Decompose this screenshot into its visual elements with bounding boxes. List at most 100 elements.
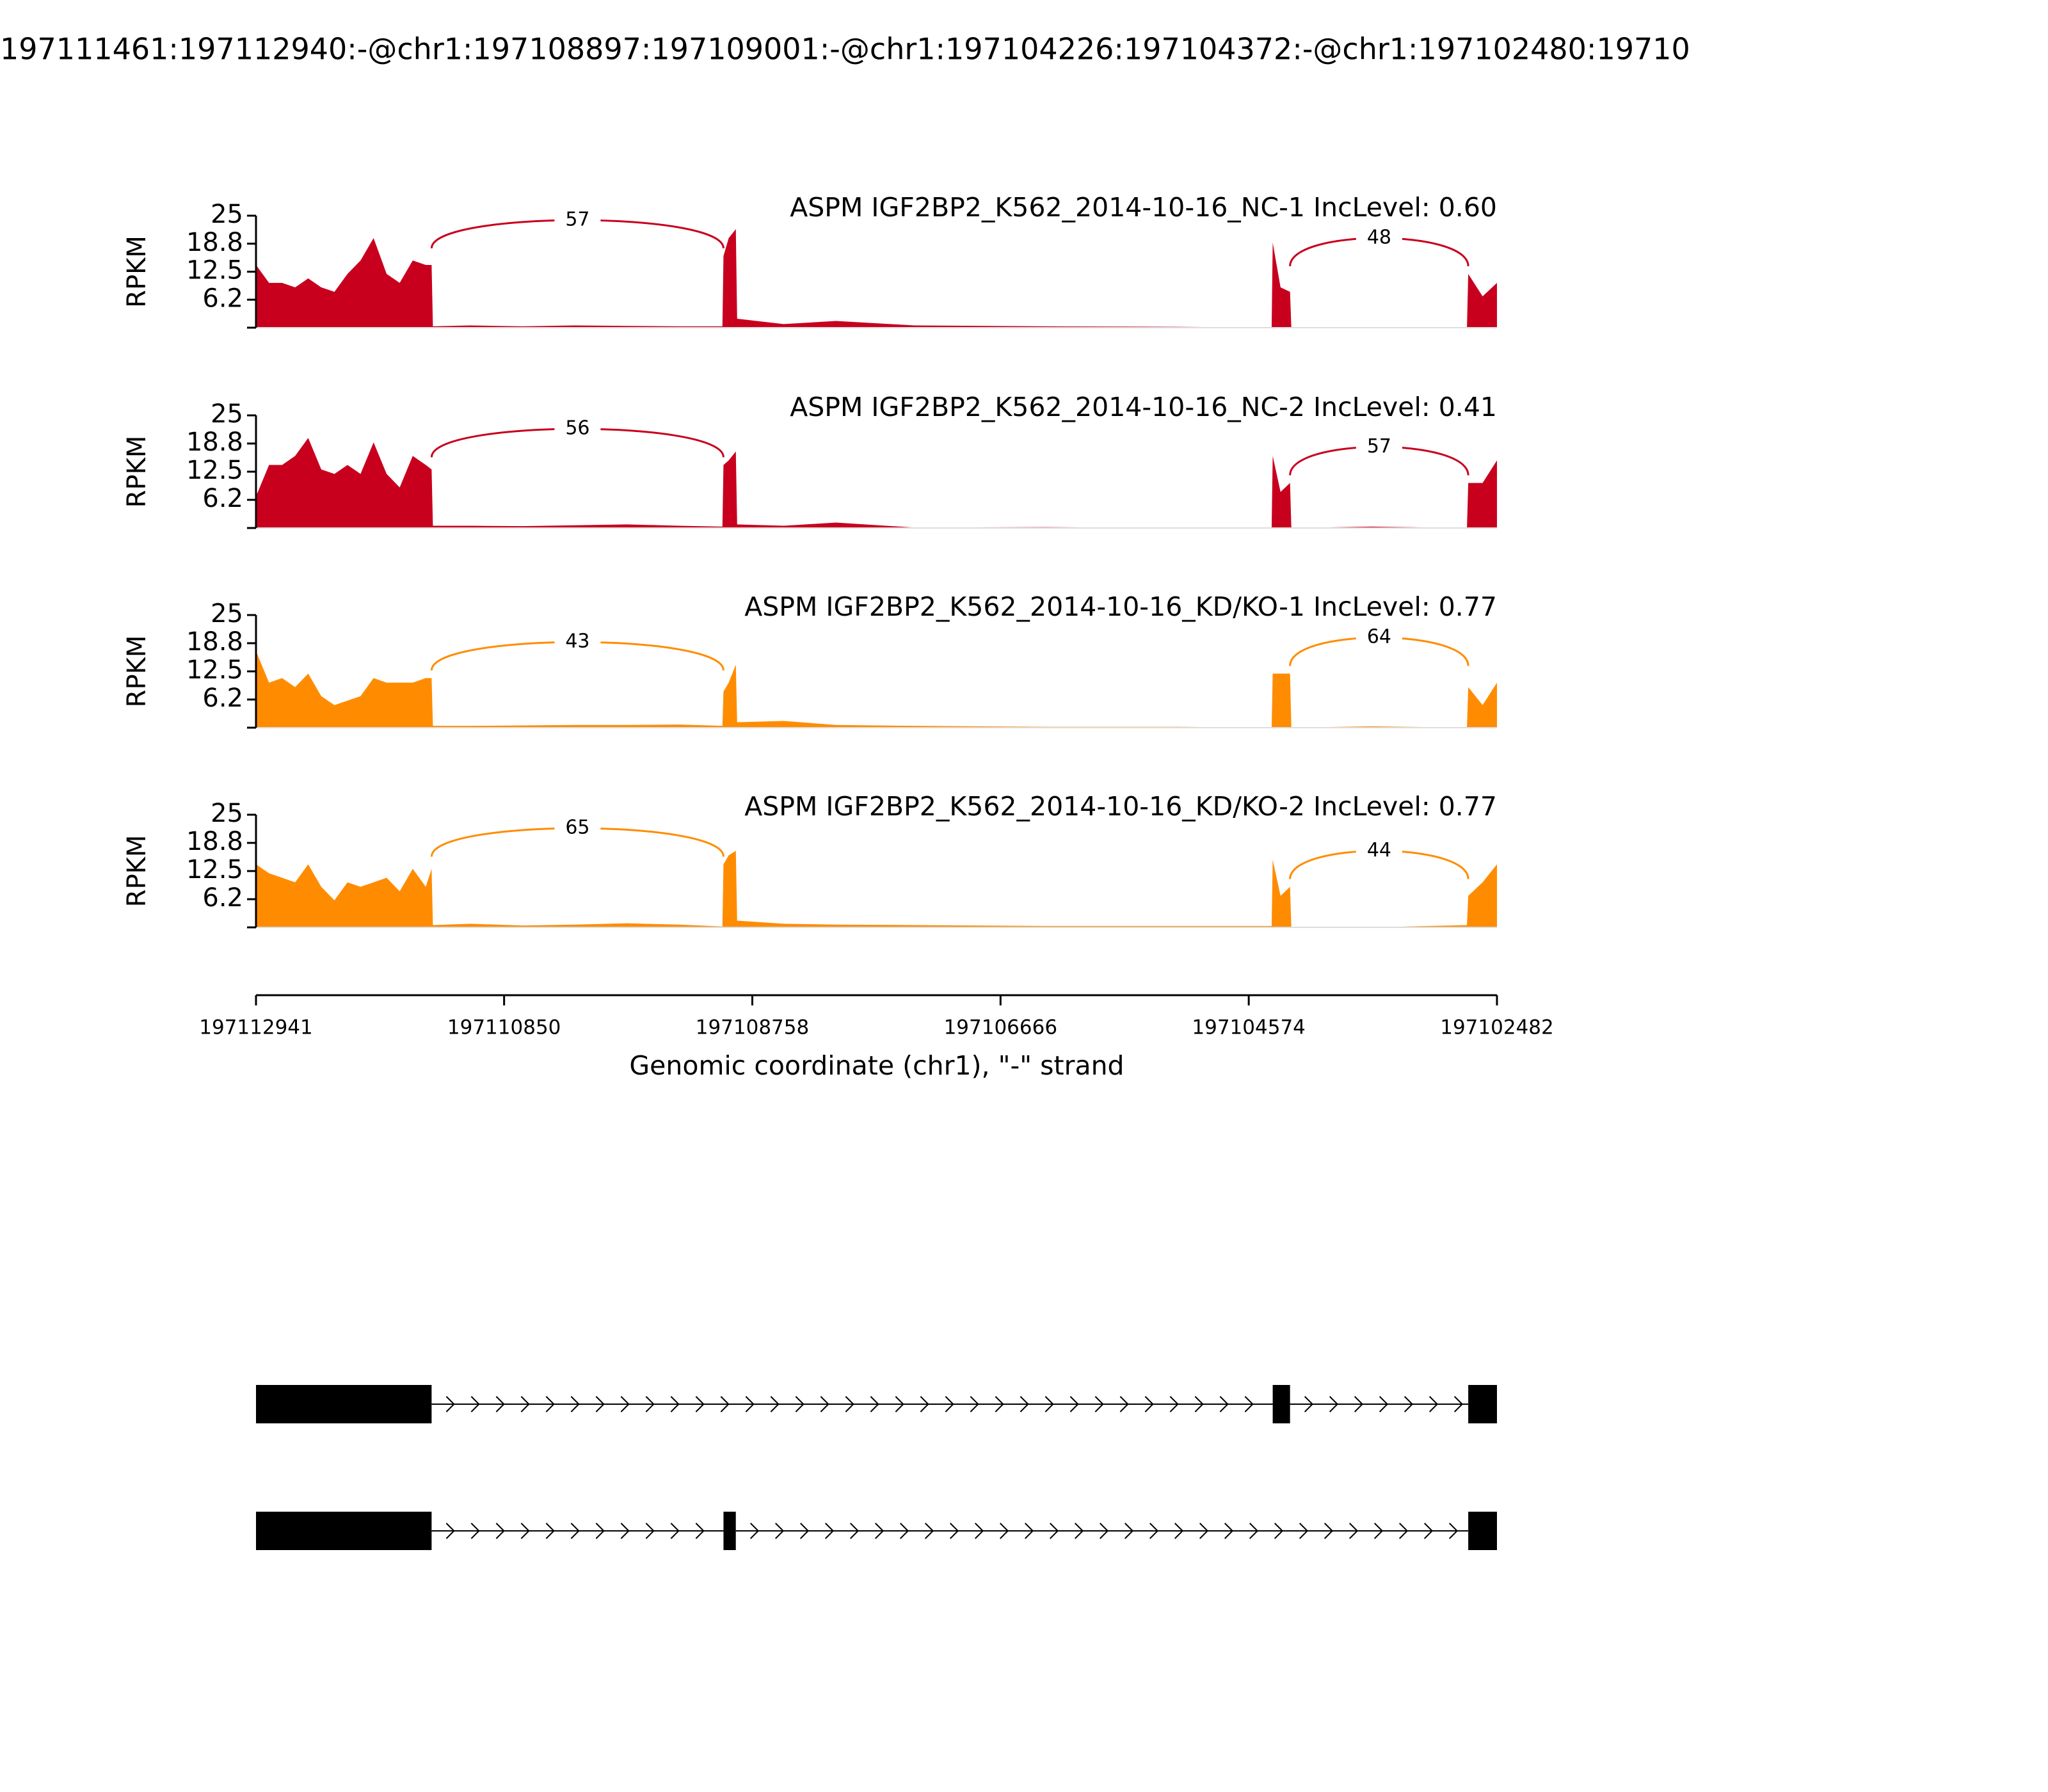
strand-chevron: [620, 1396, 630, 1412]
y-tick-label: 18.8: [186, 827, 243, 856]
strand-chevron: [445, 1523, 455, 1539]
track-label: ASPM IGF2BP2_K562_2014-10-16_KD/KO-2 Inc…: [744, 791, 1497, 822]
strand-chevron: [1194, 1396, 1204, 1412]
strand-chevron: [745, 1396, 755, 1412]
strand-chevron: [570, 1396, 580, 1412]
strand-chevron: [520, 1523, 530, 1539]
strand-chevron: [970, 1396, 979, 1412]
plot-title: 197111461:197112940:-@chr1:197108897:197…: [0, 32, 1690, 67]
strand-chevron: [1199, 1523, 1209, 1539]
junction-count: 64: [1367, 626, 1391, 648]
junction-count: 65: [565, 817, 589, 839]
exon: [1468, 1512, 1497, 1550]
y-axis-label: RPKM: [122, 835, 152, 908]
strand-chevron: [545, 1396, 555, 1412]
strand-chevron: [1299, 1523, 1309, 1539]
strand-chevron: [1219, 1396, 1229, 1412]
strand-chevron: [975, 1523, 984, 1539]
junction-count: 44: [1367, 839, 1391, 861]
strand-chevron: [1449, 1523, 1459, 1539]
strand-chevron: [995, 1396, 1004, 1412]
strand-chevron: [1069, 1396, 1079, 1412]
y-tick-label: 6.2: [202, 484, 243, 513]
strand-chevron: [775, 1523, 785, 1539]
strand-chevron: [1149, 1523, 1159, 1539]
strand-chevron: [1324, 1523, 1334, 1539]
strand-chevron: [950, 1523, 959, 1539]
y-tick-label: 12.5: [186, 256, 243, 285]
x-tick-label: 197104574: [1192, 1016, 1306, 1039]
strand-chevron: [920, 1396, 929, 1412]
track-label: ASPM IGF2BP2_K562_2014-10-16_NC-2 IncLev…: [790, 392, 1497, 422]
strand-chevron: [1399, 1523, 1409, 1539]
strand-chevron: [1119, 1396, 1129, 1412]
y-tick-label: 25: [211, 799, 243, 828]
x-tick-label: 197102482: [1440, 1016, 1554, 1039]
strand-chevron: [445, 1396, 455, 1412]
y-tick-label: 18.8: [186, 428, 243, 457]
junction-label-bg: [1356, 625, 1402, 651]
strand-chevron: [1274, 1523, 1284, 1539]
strand-chevron: [1428, 1396, 1439, 1412]
y-tick-label: 18.8: [186, 228, 243, 257]
strand-chevron: [695, 1396, 705, 1412]
junction-count: 56: [565, 417, 589, 440]
strand-chevron: [1224, 1523, 1234, 1539]
strand-chevron: [1000, 1523, 1009, 1539]
track-label: ASPM IGF2BP2_K562_2014-10-16_KD/KO-1 Inc…: [744, 591, 1497, 622]
strand-chevron: [1144, 1396, 1154, 1412]
junction-count: 57: [1367, 435, 1391, 458]
strand-chevron: [520, 1396, 530, 1412]
strand-chevron: [1329, 1396, 1339, 1412]
strand-chevron: [495, 1396, 505, 1412]
y-tick-label: 25: [211, 200, 243, 229]
strand-chevron: [770, 1396, 780, 1412]
strand-chevron: [925, 1523, 934, 1539]
y-tick-label: 12.5: [186, 456, 243, 485]
strand-chevron: [670, 1396, 680, 1412]
y-axis-label: RPKM: [122, 436, 152, 508]
strand-chevron: [800, 1523, 810, 1539]
x-tick-label: 197106666: [944, 1016, 1058, 1039]
strand-chevron: [850, 1523, 860, 1539]
strand-chevron: [1244, 1396, 1254, 1412]
strand-chevron: [1379, 1396, 1389, 1412]
coverage-area: [256, 438, 1497, 528]
strand-chevron: [695, 1523, 705, 1539]
strand-chevron: [1374, 1523, 1384, 1539]
y-tick-label: 25: [211, 599, 243, 628]
junction-count: 43: [565, 630, 589, 653]
strand-chevron: [595, 1396, 605, 1412]
strand-chevron: [1020, 1396, 1029, 1412]
strand-chevron: [570, 1523, 580, 1539]
strand-chevron: [1050, 1523, 1059, 1539]
strand-chevron: [1249, 1523, 1259, 1539]
strand-chevron: [1404, 1396, 1414, 1412]
x-tick-label: 197112941: [199, 1016, 313, 1039]
strand-chevron: [1354, 1396, 1364, 1412]
strand-chevron: [895, 1396, 904, 1412]
coverage-area: [256, 229, 1497, 328]
x-tick-label: 197108758: [696, 1016, 810, 1039]
exon: [256, 1512, 432, 1550]
strand-chevron: [1124, 1523, 1134, 1539]
junction-label-bg: [554, 207, 601, 233]
strand-chevron: [470, 1396, 480, 1412]
y-tick-label: 12.5: [186, 655, 243, 685]
exon: [1468, 1385, 1497, 1423]
strand-chevron: [670, 1523, 680, 1539]
strand-chevron: [645, 1396, 655, 1412]
strand-chevron: [1025, 1523, 1034, 1539]
junction-label-bg: [554, 629, 601, 655]
y-tick-label: 6.2: [202, 684, 243, 713]
track-label: ASPM IGF2BP2_K562_2014-10-16_NC-1 IncLev…: [790, 192, 1497, 223]
strand-chevron: [1044, 1396, 1054, 1412]
strand-chevron: [645, 1523, 655, 1539]
junction-count: 57: [565, 209, 589, 231]
exon: [256, 1385, 432, 1423]
strand-chevron: [1424, 1523, 1434, 1539]
strand-chevron: [495, 1523, 505, 1539]
strand-chevron: [1094, 1396, 1104, 1412]
strand-chevron: [825, 1523, 835, 1539]
